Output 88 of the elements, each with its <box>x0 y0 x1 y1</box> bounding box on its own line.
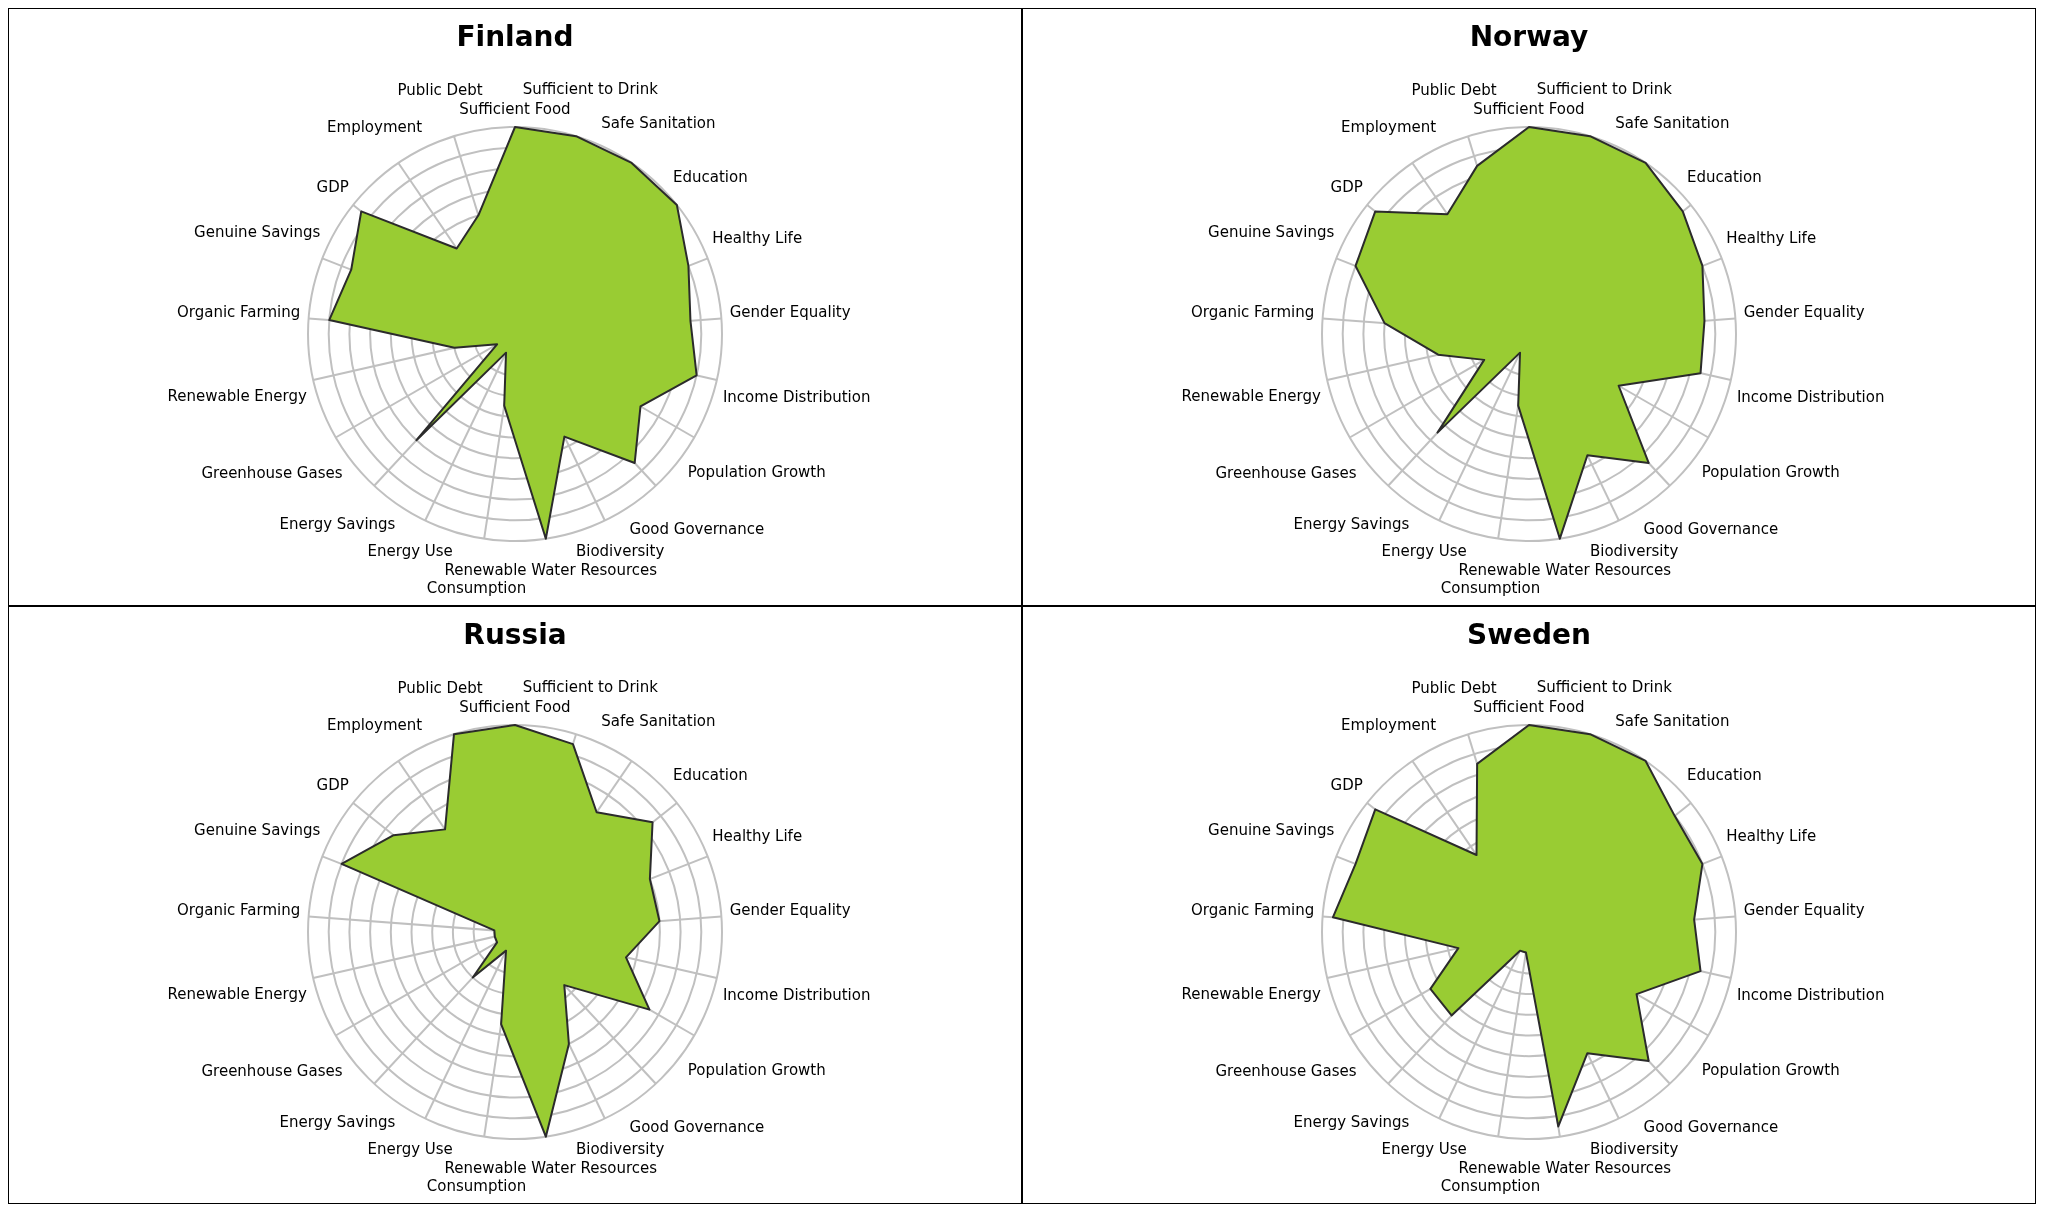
spoke-label: Education <box>1686 168 1762 187</box>
chart-title: Norway <box>1468 19 1590 55</box>
spoke-label: Sufficient Food <box>459 697 571 716</box>
spoke-label: GDP <box>316 776 349 795</box>
spoke-label: Good Governance <box>1643 1117 1779 1136</box>
spoke-label: Genuine Savings <box>1208 222 1335 241</box>
spoke-label: Consumption <box>1440 579 1541 598</box>
chart-title: Sweden <box>1466 617 1592 653</box>
spoke-label: Gender Equality <box>729 901 851 920</box>
spoke-label: Public Debt <box>397 81 483 100</box>
chart-title: Russia <box>462 617 568 653</box>
spoke-label: Gender Equality <box>1743 901 1865 920</box>
spoke-label: Renewable Water Resources <box>1458 560 1672 579</box>
spoke-label: Good Governance <box>629 1117 765 1136</box>
spoke-label: Sufficient to Drink <box>522 677 659 696</box>
spoke-label: Greenhouse Gases <box>201 1062 343 1081</box>
spoke-label: GDP <box>316 178 349 197</box>
spoke-label: Income Distribution <box>722 986 871 1005</box>
spoke-label: Sufficient to Drink <box>1536 677 1673 696</box>
spoke-label: Energy Use <box>1381 541 1467 560</box>
spoke-label: Population Growth <box>687 1061 826 1080</box>
spoke-label: Energy Use <box>367 1139 453 1158</box>
spoke-label: Genuine Savings <box>194 820 321 839</box>
spoke-label: Greenhouse Gases <box>1215 464 1357 483</box>
spoke-label: Renewable Energy <box>167 985 308 1004</box>
spoke-label: Safe Sanitation <box>1615 113 1730 132</box>
spoke-label: Renewable Energy <box>1181 985 1322 1004</box>
spoke-label: Healthy Life <box>1726 826 1817 845</box>
spoke-label: Employment <box>1341 117 1437 136</box>
spoke-label: Consumption <box>426 579 527 598</box>
spoke-label: Energy Savings <box>279 515 396 534</box>
spoke-label: Greenhouse Gases <box>1215 1062 1357 1081</box>
spoke-label: Income Distribution <box>1736 986 1885 1005</box>
spoke-label: Energy Savings <box>279 1113 396 1132</box>
spoke-label: Renewable Energy <box>167 387 308 406</box>
spoke-label: Safe Sanitation <box>1615 711 1730 730</box>
spoke-label: Energy Savings <box>1293 1113 1410 1132</box>
spoke-label: Biodiversity <box>1589 542 1679 561</box>
spoke-label: Healthy Life <box>1726 228 1817 247</box>
spoke-label: Healthy Life <box>712 826 803 845</box>
spoke-label: Employment <box>327 715 423 734</box>
spoke-label: Genuine Savings <box>194 222 321 241</box>
spoke-label: Sufficient Food <box>1473 697 1585 716</box>
spoke-label: GDP <box>1330 178 1363 197</box>
spoke-label: Biodiversity <box>575 542 665 561</box>
spoke-label: Renewable Water Resources <box>444 560 658 579</box>
spoke-label: Energy Use <box>367 541 453 560</box>
spoke-label: Genuine Savings <box>1208 820 1335 839</box>
spoke-label: Renewable Energy <box>1181 387 1322 406</box>
spoke-label: Sufficient to Drink <box>1536 79 1673 98</box>
spoke-label: Income Distribution <box>1736 388 1885 407</box>
spoke-label: Education <box>672 168 748 187</box>
spoke-label: Sufficient to Drink <box>522 79 659 98</box>
spoke-label: Biodiversity <box>1589 1140 1679 1159</box>
spoke-label: Organic Farming <box>1191 901 1315 920</box>
spoke-label: Sufficient Food <box>1473 99 1585 118</box>
spoke-label: Population Growth <box>1701 1061 1840 1080</box>
spoke-label: Gender Equality <box>729 303 851 322</box>
spoke-label: Renewable Water Resources <box>444 1158 658 1177</box>
spoke-label: Education <box>672 766 748 785</box>
spoke-label: Public Debt <box>1411 81 1497 100</box>
spoke-label: Organic Farming <box>1191 303 1315 322</box>
spoke-label: Good Governance <box>1643 519 1779 538</box>
spoke-label: Sufficient Food <box>459 99 571 118</box>
spoke-label: Consumption <box>1440 1177 1541 1196</box>
spoke-label: Organic Farming <box>177 901 301 920</box>
spoke-label: Consumption <box>426 1177 527 1196</box>
spoke-label: Safe Sanitation <box>601 711 716 730</box>
spoke-label: Population Growth <box>1701 463 1840 482</box>
spoke-label: Income Distribution <box>722 388 871 407</box>
spoke-label: Public Debt <box>397 679 483 698</box>
spoke-label: Energy Use <box>1381 1139 1467 1158</box>
chart-title: Finland <box>455 19 575 55</box>
spoke-label: Education <box>1686 766 1762 785</box>
spoke-label: Employment <box>327 117 423 136</box>
spoke-label: Public Debt <box>1411 679 1497 698</box>
spoke-label: Renewable Water Resources <box>1458 1158 1672 1177</box>
spoke-label: Healthy Life <box>712 228 803 247</box>
spoke-label: Organic Farming <box>177 303 301 322</box>
spoke-label: Employment <box>1341 715 1437 734</box>
spoke-label: Good Governance <box>629 519 765 538</box>
spoke-label: Greenhouse Gases <box>201 464 343 483</box>
spoke-label: Population Growth <box>687 463 826 482</box>
spoke-label: GDP <box>1330 776 1363 795</box>
spoke-label: Biodiversity <box>575 1140 665 1159</box>
spoke-label: Safe Sanitation <box>601 113 716 132</box>
spoke-label: Gender Equality <box>1743 303 1865 322</box>
spoke-label: Energy Savings <box>1293 515 1410 534</box>
